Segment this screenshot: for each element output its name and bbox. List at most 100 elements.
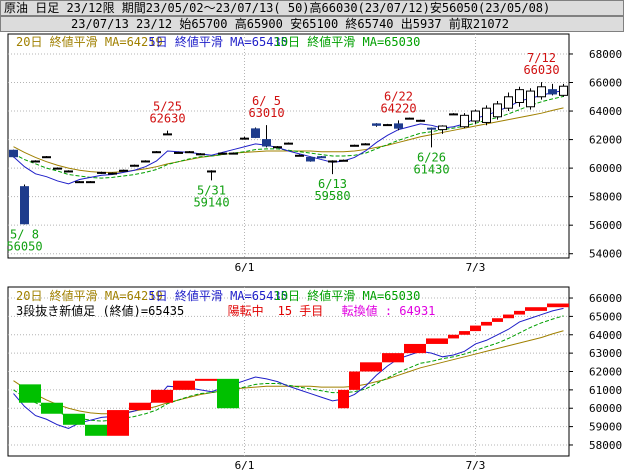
price-y-tick-label: 56000: [589, 219, 622, 232]
tlb-brick: [547, 303, 569, 308]
tlb-brick: [63, 413, 85, 425]
tlb-step-label: 15 手目: [278, 304, 324, 318]
candle-body: [548, 89, 557, 95]
tlb-y-tick-label: 61000: [589, 384, 622, 397]
candle-body: [328, 160, 337, 163]
candle-body: [185, 151, 194, 154]
price-y-tick-label: 58000: [589, 191, 622, 204]
candle-body: [130, 164, 139, 167]
candle-body: [515, 89, 524, 103]
tlb-brick: [41, 402, 63, 414]
price-y-tick-label: 62000: [589, 134, 622, 147]
price-annotation-date: 6/22: [384, 89, 413, 103]
tlb-legend-item: 20日 終値平滑 MA=64219: [16, 288, 163, 303]
tlb-trend-label: 陽転中: [228, 303, 264, 318]
tlb-brick: [195, 378, 217, 381]
tlb-y-tick-label: 62000: [589, 366, 622, 379]
price-annotation-date: 7/12: [527, 51, 556, 65]
candle-body: [306, 156, 315, 162]
price-annotation-date: 6/ 5: [252, 94, 281, 108]
candle-body: [20, 186, 29, 225]
candle-body: [482, 107, 491, 123]
tlb-brick: [382, 353, 404, 363]
candle-body: [383, 124, 392, 127]
price-annotation-price: 63010: [248, 106, 284, 120]
candle-body: [251, 128, 260, 138]
tlb-y-tick-label: 65000: [589, 310, 622, 323]
tlb-brick: [404, 343, 426, 354]
tlb-y-tick-label: 63000: [589, 347, 622, 360]
candle-body: [416, 119, 425, 122]
tlb-brick: [360, 362, 382, 372]
tlb-brick: [151, 389, 173, 403]
candle-body: [97, 171, 106, 174]
price-annotation-price: 59580: [314, 189, 350, 203]
tlb-brick: [338, 389, 349, 409]
tlb-legend-item: 5日 終値平滑 MA=65435: [148, 288, 287, 303]
price-annotation-price: 62630: [149, 112, 185, 126]
tlb-y-tick-label: 66000: [589, 292, 622, 305]
tlb-reversal-label: 転換値 : 64931: [342, 303, 436, 318]
tlb-y-tick-label: 58000: [589, 439, 622, 452]
tlb-y-tick-label: 64000: [589, 329, 622, 342]
tlb-brick: [525, 307, 547, 311]
header-quote: 23/07/13 23/12 始65700 高65900 安65100 終657…: [0, 16, 624, 32]
candle-body: [240, 137, 249, 140]
candle-body: [273, 146, 282, 149]
candle-body: [163, 133, 172, 136]
tlb-brick: [492, 318, 503, 322]
price-x-tick-label: 6/1: [235, 261, 255, 274]
candle-body: [75, 181, 84, 184]
candle-body: [53, 167, 62, 170]
price-y-tick-label: 68000: [589, 48, 622, 61]
candle-body: [207, 170, 216, 173]
price-legend-item: 20日 終値平滑 MA=64219: [16, 34, 163, 49]
tlb-brick: [349, 371, 360, 390]
price-y-tick-label: 66000: [589, 77, 622, 90]
tlb-method-label: 3段抜き新値足 (終値)=65435: [16, 303, 184, 318]
candle-body: [9, 149, 18, 158]
header-summary: 原油 日足 23/12限 期間23/05/02～23/07/13( 50)高66…: [0, 0, 624, 16]
tlb-brick: [448, 334, 459, 339]
candle-body: [229, 152, 238, 155]
tlb-brick: [217, 378, 239, 409]
price-annotation-price: 56050: [6, 239, 42, 253]
tlb-ma5-line: [13, 307, 564, 429]
price-annotation-price: 61430: [413, 162, 449, 176]
price-y-tick-label: 64000: [589, 105, 622, 118]
tlb-brick: [503, 314, 514, 319]
tlb-x-tick-label: 6/1: [235, 459, 255, 472]
tlb-brick: [19, 384, 41, 403]
price-annotation-price: 66030: [523, 63, 559, 77]
candle-body: [526, 90, 535, 108]
tlb-brick: [107, 410, 129, 436]
price-y-tick-label: 54000: [589, 248, 622, 261]
candle-body: [361, 143, 370, 146]
tlb-x-tick-label: 7/3: [466, 459, 486, 472]
tlb-brick: [470, 325, 481, 332]
candle-body: [42, 156, 51, 159]
candle-body: [119, 169, 128, 172]
candle-body: [427, 127, 436, 130]
candle-body: [449, 113, 458, 116]
price-x-tick-label: 7/3: [466, 261, 486, 274]
candle-body: [295, 154, 304, 157]
candle-body: [218, 152, 227, 155]
candle-body: [350, 144, 359, 147]
price-annotation-price: 64220: [380, 101, 416, 115]
price-plot-frame: [7, 33, 570, 259]
tlb-y-tick-label: 60000: [589, 402, 622, 415]
price-annotation-date: 5/ 8: [10, 227, 39, 241]
candle-body: [31, 160, 40, 163]
tlb-brick: [173, 380, 195, 390]
price-legend-item: 10日 終値平滑 MA=65030: [274, 34, 421, 49]
candle-body: [493, 103, 502, 118]
price-y-tick-label: 60000: [589, 162, 622, 175]
candle-body: [504, 96, 513, 109]
ma10-line: [13, 95, 564, 179]
price-annotation-date: 6/26: [417, 150, 446, 164]
price-legend-item: 5日 終値平滑 MA=65435: [148, 34, 287, 49]
tlb-brick: [426, 338, 448, 344]
tlb-y-tick-label: 59000: [589, 421, 622, 434]
candle-body: [559, 85, 568, 96]
